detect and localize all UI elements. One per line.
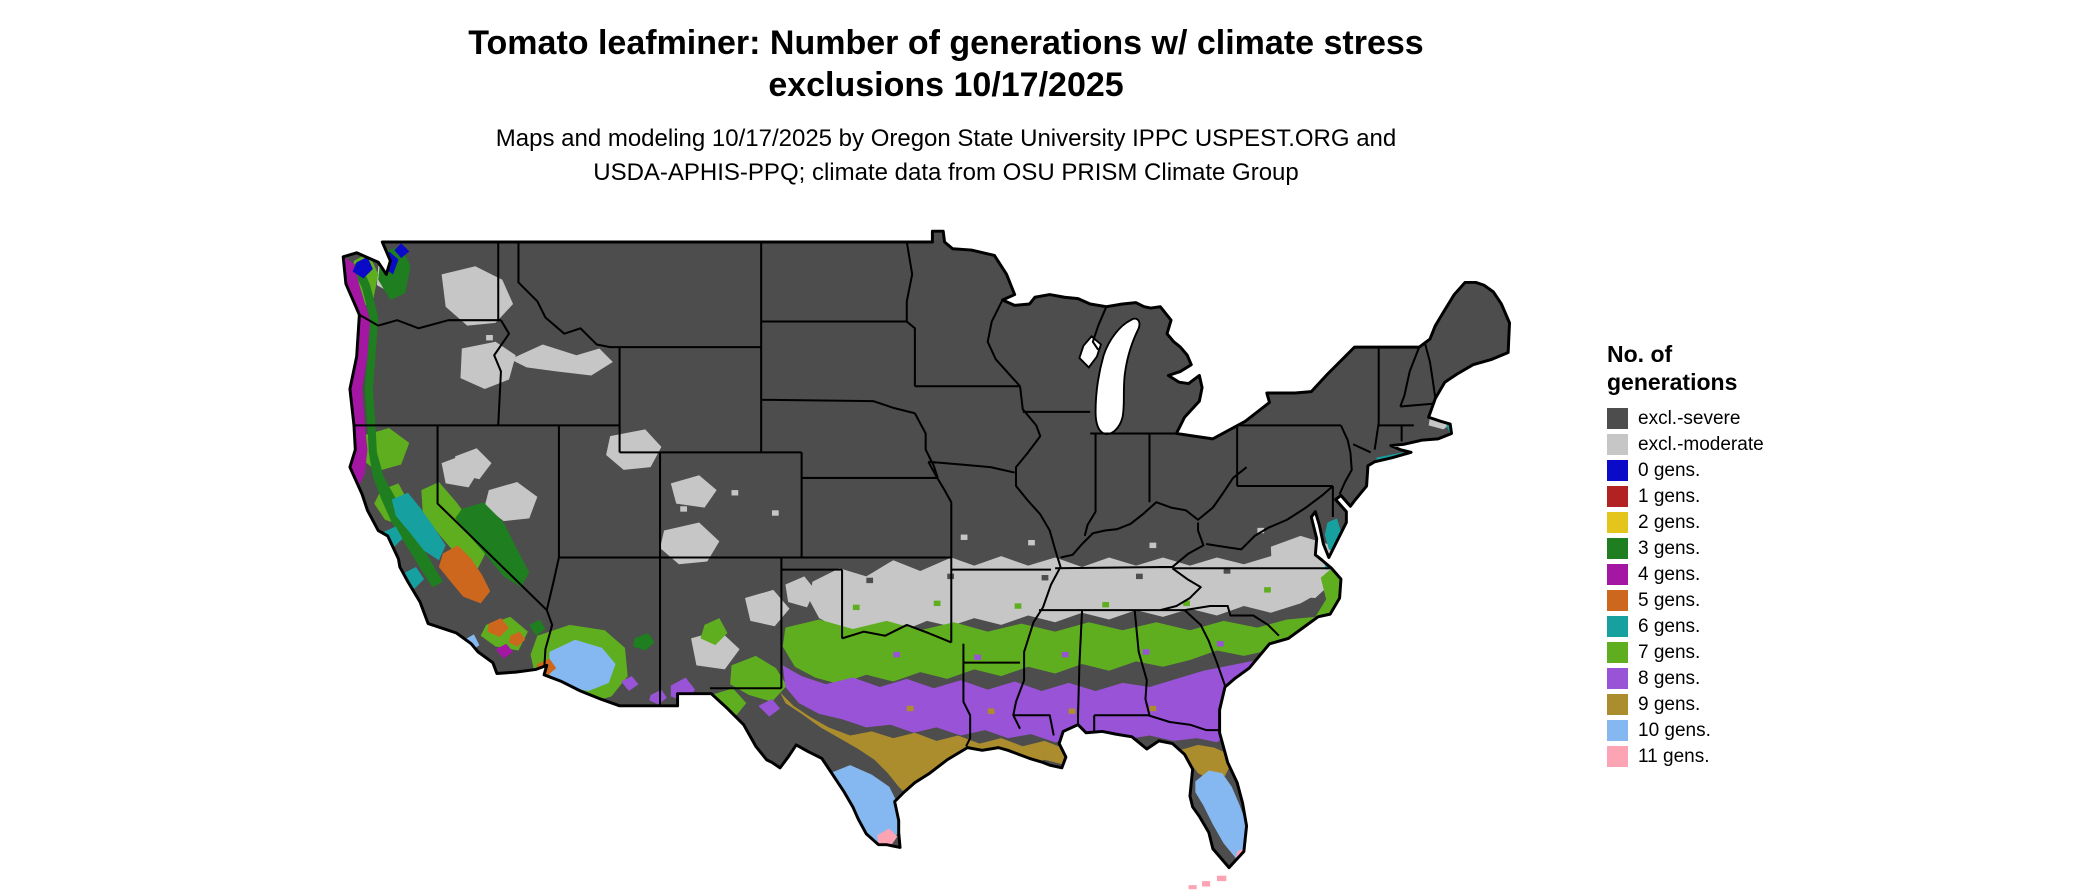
- legend-label: 1 gens.: [1638, 485, 1701, 507]
- legend-item-2-gens: 2 gens.: [1607, 512, 1937, 533]
- legend-title-line-2: generations: [1607, 369, 1738, 395]
- legend-swatch: [1607, 486, 1628, 507]
- legend-label: 11 gens.: [1638, 745, 1710, 767]
- zone-9-gens: [780, 692, 1231, 798]
- legend-swatch: [1607, 564, 1628, 585]
- legend-item-5-gens: 5 gens.: [1607, 590, 1937, 611]
- legend-swatch: [1607, 590, 1628, 611]
- legend-item-4-gens: 4 gens.: [1607, 564, 1937, 585]
- legend-label: 3 gens.: [1638, 537, 1701, 559]
- legend-swatch: [1607, 434, 1628, 455]
- legend-item-1-gens: 1 gens.: [1607, 486, 1937, 507]
- subtitle-line-2: USDA-APHIS-PPQ; climate data from OSU PR…: [593, 159, 1299, 186]
- state-borders: [353, 241, 1437, 747]
- legend-item-6-gens: 6 gens.: [1607, 616, 1937, 637]
- title-line-2: exclusions 10/17/2025: [768, 66, 1124, 104]
- legend-title: No. of generations: [1607, 340, 1937, 396]
- us-generations-map: [327, 220, 1554, 895]
- legend-swatch: [1607, 720, 1628, 741]
- zone-11-gens: [877, 828, 1257, 868]
- legend-swatch: [1607, 668, 1628, 689]
- legend-label: 9 gens.: [1638, 693, 1701, 715]
- legend-label: 5 gens.: [1638, 589, 1701, 611]
- legend-swatch: [1607, 694, 1628, 715]
- title-line-1: Tomato leafminer: Number of generations …: [468, 24, 1424, 62]
- legend-swatch: [1607, 460, 1628, 481]
- us-generations-map-svg: [341, 229, 1511, 890]
- us-outline: [341, 229, 1511, 870]
- legend-swatch: [1607, 642, 1628, 663]
- subtitle-line-1: Maps and modeling 10/17/2025 by Oregon S…: [495, 125, 1397, 152]
- legend-label: 7 gens.: [1638, 641, 1701, 663]
- legend-label: 8 gens.: [1638, 667, 1701, 689]
- legend-label: 0 gens.: [1638, 459, 1701, 481]
- legend-item-9-gens: 9 gens.: [1607, 694, 1937, 715]
- legend-item-excl-moderate: excl.-moderate: [1607, 434, 1937, 455]
- legend-item-3-gens: 3 gens.: [1607, 538, 1937, 559]
- legend-swatch: [1607, 512, 1628, 533]
- legend-swatch: [1607, 746, 1628, 767]
- page-subtitle: Maps and modeling 10/17/2025 by Oregon S…: [0, 122, 1892, 190]
- legend-label: 2 gens.: [1638, 511, 1701, 533]
- legend-swatch: [1607, 408, 1628, 429]
- legend-item-excl-severe: excl.-severe: [1607, 408, 1937, 429]
- legend-label: excl.-severe: [1638, 407, 1741, 429]
- legend-label: 6 gens.: [1638, 615, 1701, 637]
- legend-swatch: [1607, 538, 1628, 559]
- map-legend: No. of generations excl.-severe excl.-mo…: [1607, 340, 1937, 772]
- page-title: Tomato leafminer: Number of generations …: [0, 22, 1892, 106]
- legend-swatch: [1607, 616, 1628, 637]
- legend-item-7-gens: 7 gens.: [1607, 642, 1937, 663]
- florida-keys-specks: [1188, 875, 1227, 890]
- legend-item-10-gens: 10 gens.: [1607, 720, 1937, 741]
- legend-item-0-gens: 0 gens.: [1607, 460, 1937, 481]
- legend-title-line-1: No. of: [1607, 341, 1673, 367]
- legend-label: 10 gens.: [1638, 719, 1711, 741]
- legend-item-11-gens: 11 gens.: [1607, 746, 1937, 767]
- legend-label: excl.-moderate: [1638, 433, 1764, 455]
- legend-label: 4 gens.: [1638, 563, 1701, 585]
- legend-item-8-gens: 8 gens.: [1607, 668, 1937, 689]
- speckle-texture: [486, 335, 1271, 714]
